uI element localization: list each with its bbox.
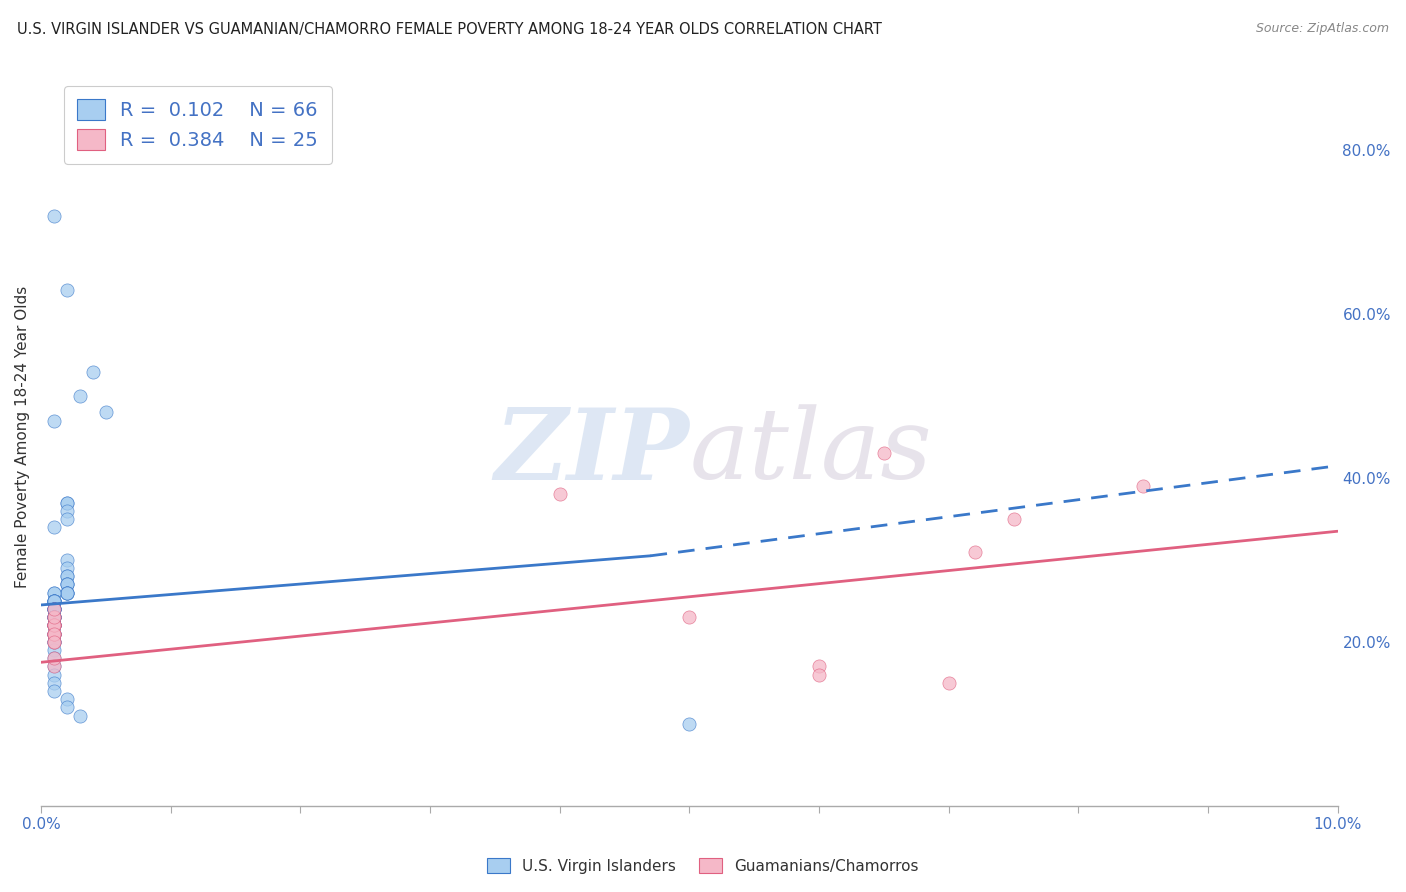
Point: [42, 635, 65, 649]
Point: [678, 610, 700, 624]
Point: [42, 651, 65, 665]
Legend: R =  0.102    N = 66, R =  0.384    N = 25: R = 0.102 N = 66, R = 0.384 N = 25: [63, 86, 332, 164]
Point: [42, 626, 65, 640]
Point: [42, 610, 65, 624]
Point: [42, 594, 65, 608]
Point: [548, 487, 571, 501]
Point: [56, 585, 79, 599]
Point: [42, 610, 65, 624]
Point: [69, 389, 91, 403]
Point: [42, 626, 65, 640]
Point: [42, 659, 65, 673]
Point: [42, 602, 65, 616]
Point: [42, 610, 65, 624]
Point: [82, 365, 104, 379]
Point: [42, 610, 65, 624]
Point: [42, 667, 65, 681]
Point: [42, 520, 65, 534]
Point: [56, 577, 79, 591]
Point: [56, 585, 79, 599]
Point: [56, 512, 79, 526]
Point: [56, 577, 79, 591]
Point: [42, 618, 65, 632]
Point: [42, 618, 65, 632]
Point: [42, 602, 65, 616]
Point: [42, 626, 65, 640]
Point: [42, 618, 65, 632]
Point: [56, 585, 79, 599]
Point: [42, 602, 65, 616]
Point: [42, 618, 65, 632]
Point: [42, 414, 65, 428]
Point: [56, 561, 79, 575]
Point: [42, 635, 65, 649]
Text: U.S. VIRGIN ISLANDER VS GUAMANIAN/CHAMORRO FEMALE POVERTY AMONG 18-24 YEAR OLDS : U.S. VIRGIN ISLANDER VS GUAMANIAN/CHAMOR…: [17, 22, 882, 37]
Point: [42, 635, 65, 649]
Legend: U.S. Virgin Islanders, Guamanians/Chamorros: U.S. Virgin Islanders, Guamanians/Chamor…: [481, 852, 925, 880]
Point: [42, 618, 65, 632]
Point: [56, 569, 79, 583]
Point: [678, 716, 700, 731]
Point: [873, 446, 896, 460]
Point: [808, 667, 831, 681]
Y-axis label: Female Poverty Among 18-24 Year Olds: Female Poverty Among 18-24 Year Olds: [15, 286, 30, 588]
Point: [56, 692, 79, 706]
Point: [42, 626, 65, 640]
Point: [42, 602, 65, 616]
Point: [1002, 512, 1025, 526]
Point: [42, 618, 65, 632]
Point: [42, 585, 65, 599]
Point: [42, 610, 65, 624]
Point: [963, 545, 986, 559]
Point: [42, 684, 65, 698]
Point: [42, 626, 65, 640]
Point: [42, 585, 65, 599]
Point: [42, 594, 65, 608]
Point: [42, 659, 65, 673]
Point: [42, 635, 65, 649]
Point: [56, 585, 79, 599]
Point: [42, 675, 65, 690]
Point: [56, 553, 79, 567]
Point: [42, 635, 65, 649]
Point: [42, 626, 65, 640]
Point: [42, 602, 65, 616]
Text: Source: ZipAtlas.com: Source: ZipAtlas.com: [1256, 22, 1389, 36]
Point: [42, 618, 65, 632]
Point: [42, 626, 65, 640]
Text: atlas: atlas: [689, 404, 932, 500]
Point: [56, 577, 79, 591]
Point: [56, 569, 79, 583]
Point: [56, 495, 79, 509]
Point: [94, 405, 117, 419]
Point: [69, 708, 91, 723]
Point: [42, 602, 65, 616]
Point: [42, 618, 65, 632]
Point: [938, 675, 960, 690]
Point: [42, 618, 65, 632]
Point: [42, 594, 65, 608]
Point: [42, 602, 65, 616]
Point: [42, 594, 65, 608]
Point: [56, 504, 79, 518]
Point: [42, 610, 65, 624]
Point: [56, 700, 79, 714]
Point: [42, 618, 65, 632]
Point: [1132, 479, 1154, 493]
Point: [56, 283, 79, 297]
Point: [42, 651, 65, 665]
Text: ZIP: ZIP: [495, 403, 689, 500]
Point: [42, 602, 65, 616]
Point: [42, 618, 65, 632]
Point: [42, 610, 65, 624]
Point: [42, 594, 65, 608]
Point: [56, 495, 79, 509]
Point: [808, 659, 831, 673]
Point: [42, 626, 65, 640]
Point: [42, 610, 65, 624]
Point: [42, 594, 65, 608]
Point: [42, 643, 65, 657]
Point: [42, 209, 65, 223]
